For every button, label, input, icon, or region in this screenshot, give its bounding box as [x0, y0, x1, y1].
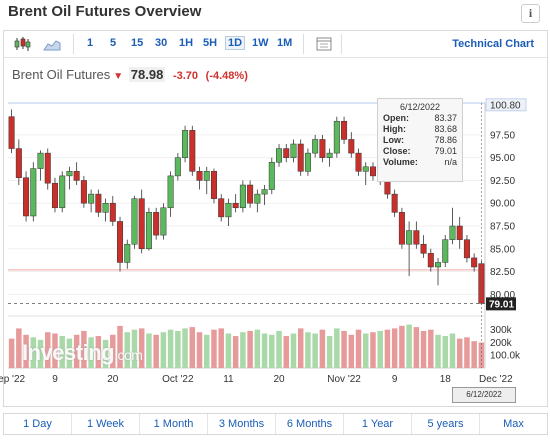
down-arrow-icon: ▼: [113, 71, 124, 82]
timeframe-15[interactable]: 15: [131, 37, 144, 49]
area-chart-icon[interactable]: [43, 36, 61, 52]
tooltip-high: 83.68: [434, 124, 457, 134]
tooltip-low: 78.86: [434, 135, 457, 145]
period-5-years[interactable]: 5 years: [412, 414, 480, 434]
technical-chart-link[interactable]: Technical Chart: [452, 38, 534, 50]
period-1-week[interactable]: 1 Week: [72, 414, 140, 434]
period-selector: 1 Day 1 Week 1 Month 3 Months 6 Months 1…: [3, 413, 548, 435]
tooltip-date: 6/12/2022: [399, 102, 441, 112]
last-price: 78.98: [128, 67, 166, 82]
period-1-month[interactable]: 1 Month: [140, 414, 208, 434]
page-title: Brent Oil Futures Overview: [8, 3, 202, 20]
candlestick-chart-icon[interactable]: [13, 36, 31, 52]
crosshair-date-badge: 6/12/2022: [452, 387, 516, 403]
chart-frame: [3, 30, 548, 407]
tooltip-open: 83.37: [434, 113, 457, 123]
timeframe-1d[interactable]: 1D: [225, 36, 246, 50]
chart-settings-icon[interactable]: [315, 36, 333, 52]
timeframe-1h[interactable]: 1H: [179, 37, 194, 49]
timeframe-5h[interactable]: 5H: [203, 37, 218, 49]
price-change: -3.70: [172, 70, 199, 82]
info-button[interactable]: i: [521, 4, 540, 23]
timeframe-1m[interactable]: 1M: [277, 37, 293, 49]
timeframe-30[interactable]: 30: [155, 37, 168, 49]
period-1-year[interactable]: 1 Year: [344, 414, 412, 434]
period-1-day[interactable]: 1 Day: [4, 414, 72, 434]
instrument-name: Brent Oil Futures: [12, 67, 111, 82]
timeframe-1w[interactable]: 1W: [252, 37, 269, 49]
quote-header: Brent Oil Futures ▼ 78.98 -3.70 (-4.48%): [12, 67, 248, 82]
timeframe-5[interactable]: 5: [110, 37, 117, 49]
investing-watermark: Investing.com: [22, 340, 143, 365]
period-max[interactable]: Max: [503, 418, 524, 430]
tooltip-close: 79.01: [434, 146, 457, 156]
period-6-months[interactable]: 6 Months: [276, 414, 344, 434]
chart-toolbar: 1 5 15 30 1H 5H 1D 1W 1M Technical Chart: [3, 30, 548, 58]
tooltip-volume: n/a: [444, 157, 457, 167]
period-3-months[interactable]: 3 Months: [208, 414, 276, 434]
timeframe-1[interactable]: 1: [87, 37, 94, 49]
ohlc-tooltip: 6/12/2022 Open: 83.37 High: 83.68 Low: 78.8…: [377, 98, 463, 182]
price-change-percent: (-4.48%): [205, 70, 248, 82]
